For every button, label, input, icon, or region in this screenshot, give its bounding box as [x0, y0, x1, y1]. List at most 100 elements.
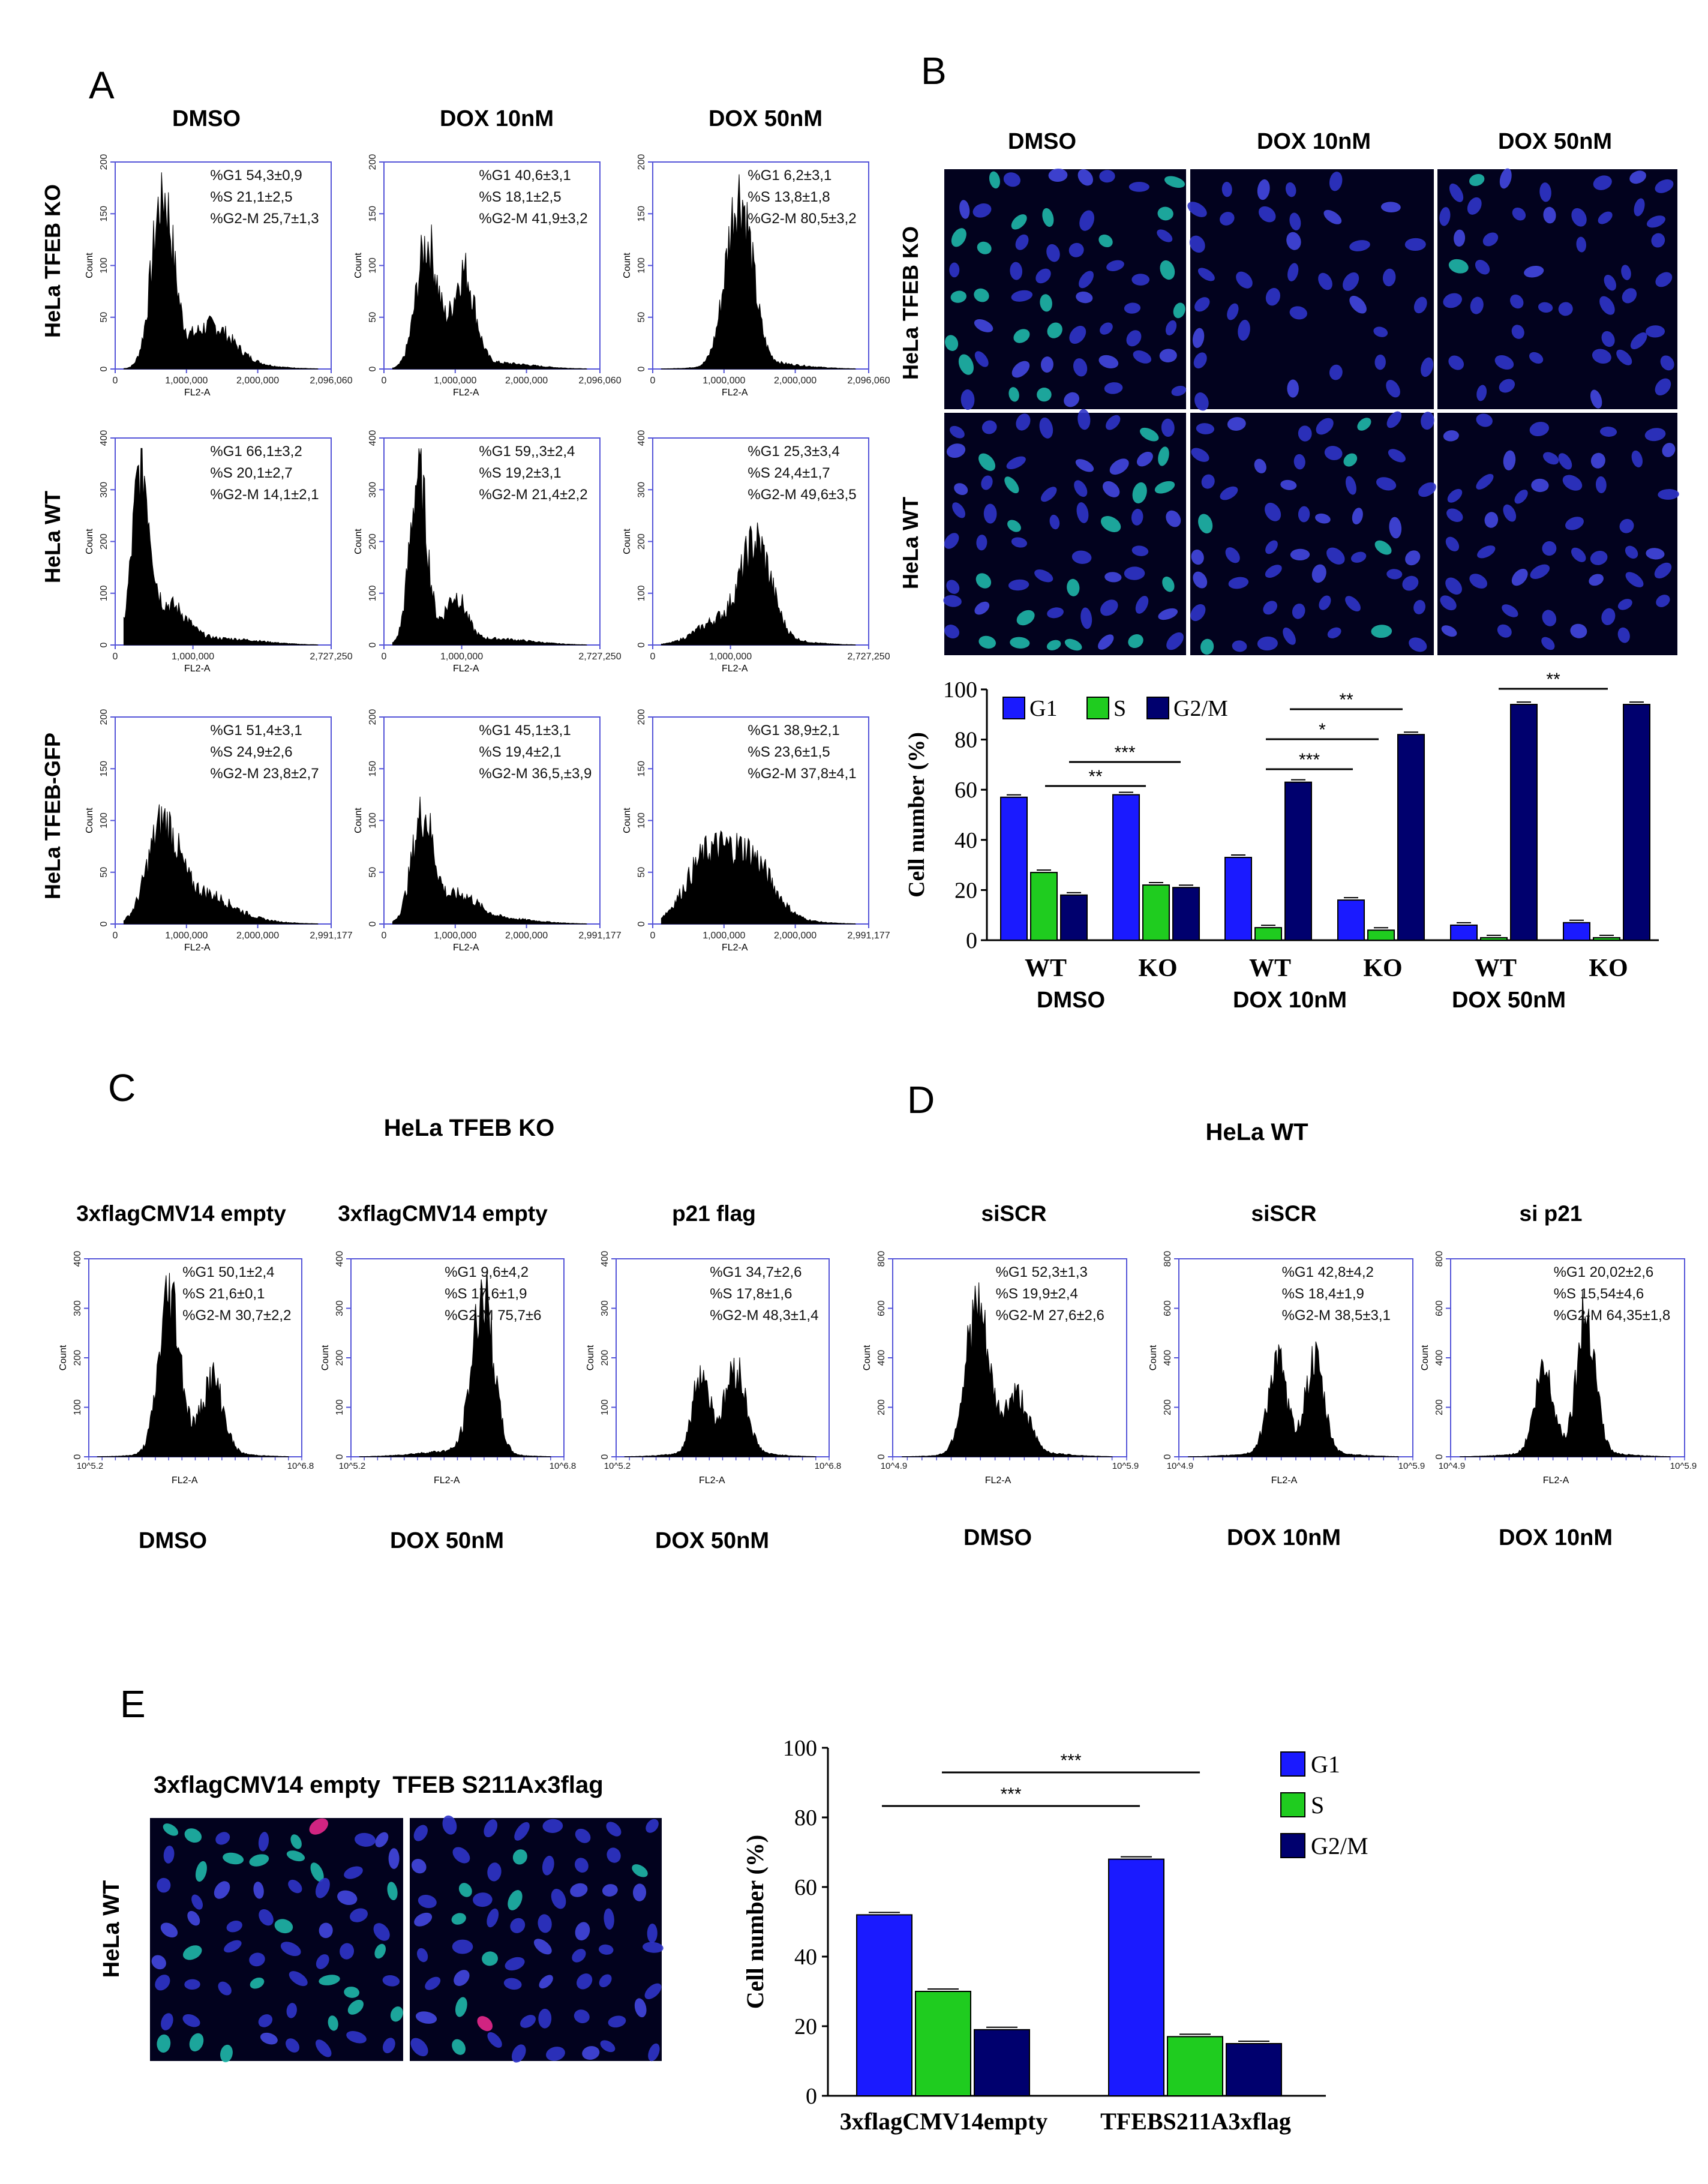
cell-nucleus: [418, 1894, 437, 1909]
x-tick-label: 1,000,000: [709, 652, 752, 662]
x-tick-label: 10^5.9: [1670, 1461, 1697, 1471]
y-axis-label: Count: [353, 253, 364, 278]
x-axis-label: FL2-A: [722, 388, 748, 398]
cell-nucleus: [1570, 623, 1587, 638]
cell-nucleus: [250, 1977, 265, 1989]
x-tick-label: 2,000,000: [236, 931, 279, 941]
y-tick-label: 0: [1434, 1454, 1445, 1459]
cell-nucleus: [1154, 481, 1175, 494]
cell-nucleus: [1646, 548, 1665, 560]
y-tick-label: 800: [1434, 1251, 1445, 1267]
cell-nucleus: [542, 1855, 554, 1876]
cell-nucleus: [1595, 476, 1607, 493]
cell-nucleus: [607, 1847, 621, 1863]
cell-nucleus: [1131, 274, 1150, 286]
cell-nucleus: [1068, 242, 1084, 257]
cell-nucleus: [387, 1882, 398, 1901]
y-axis-label: Count: [353, 808, 364, 833]
cell-nucleus: [1254, 458, 1266, 473]
x-tick-label: WT: [1475, 955, 1517, 982]
cell-nucleus: [484, 1819, 498, 1838]
cell-nucleus: [1166, 632, 1184, 650]
bar-s: [1142, 884, 1170, 941]
cell-nucleus: [1323, 209, 1342, 224]
cell-nucleus: [1654, 562, 1672, 579]
cell-nucleus: [1034, 569, 1053, 583]
cell-nucleus: [1187, 202, 1207, 217]
cell-nucleus: [414, 1912, 433, 1927]
cell-nucleus: [1124, 302, 1141, 314]
cell-nucleus: [1655, 272, 1673, 287]
cell-nucleus: [1162, 576, 1175, 592]
cell-nucleus: [1542, 610, 1557, 626]
y-tick-label: 80: [954, 728, 977, 753]
cell-nucleus: [224, 1940, 242, 1953]
cell-nucleus: [1634, 198, 1645, 217]
y-tick-label: 20: [794, 2014, 817, 2039]
bar-g1: [1108, 1858, 1164, 2097]
y-tick-label: 300: [99, 482, 109, 498]
cell-nucleus: [533, 1939, 552, 1955]
cell-nucleus: [643, 1942, 664, 1953]
cell-nucleus: [316, 1954, 329, 1969]
histogram-bars: [392, 224, 587, 370]
cell-nucleus: [455, 1997, 467, 2017]
cell-nucleus: [1191, 549, 1204, 565]
cell-nucleus: [975, 573, 992, 589]
y-tick-label: 400: [637, 430, 647, 446]
cell-nucleus: [575, 1922, 590, 1941]
y-tick-label: 200: [637, 533, 647, 550]
x-axis-label: FL2-A: [184, 664, 211, 674]
significance-mark: ***: [1299, 750, 1320, 770]
cell-nucleus: [976, 535, 987, 551]
cell-nucleus: [1074, 480, 1088, 497]
cell-nucleus: [1494, 355, 1514, 370]
cell-nucleus: [1076, 291, 1093, 304]
cell-nucleus: [1421, 357, 1434, 377]
cell-nucleus: [1357, 418, 1371, 431]
cell-nucleus: [1008, 387, 1019, 402]
cell-cycle-stat: %G1 66,1±3,2: [210, 443, 302, 460]
cell-nucleus: [1046, 640, 1061, 650]
cell-nucleus: [950, 425, 965, 439]
treatment-label: DOX 50nM: [390, 1528, 504, 1553]
cell-nucleus: [1388, 449, 1406, 463]
cell-nucleus: [1651, 233, 1665, 248]
cell-nucleus: [454, 1970, 470, 1986]
condition-header: siSCR: [981, 1201, 1047, 1226]
cell-nucleus: [1446, 508, 1463, 522]
cell-nucleus: [487, 1908, 499, 1928]
cell-nucleus: [981, 475, 993, 490]
bar-s: [1030, 872, 1058, 941]
cell-nucleus: [1189, 235, 1205, 253]
cell-nucleus: [1290, 548, 1310, 561]
cell-nucleus: [1128, 182, 1149, 192]
cell-nucleus: [1158, 446, 1169, 466]
cell-nucleus: [1190, 604, 1206, 622]
legend-swatch: [1280, 1751, 1305, 1777]
cell-nucleus: [1542, 541, 1557, 556]
cell-cycle-stat: %G1 52,3±1,3: [996, 1264, 1088, 1280]
cell-nucleus: [249, 1952, 265, 1967]
bar-g2m: [1172, 887, 1200, 941]
cell-nucleus: [1221, 182, 1232, 197]
microscopy-image: [943, 409, 1186, 655]
y-axis-label: Count: [320, 1345, 331, 1370]
cell-nucleus: [160, 1922, 178, 1938]
histogram-bars: [661, 174, 856, 370]
cell-cycle-stat: %G1 20,02±2,6: [1554, 1264, 1654, 1280]
y-tick-label: 150: [637, 761, 647, 777]
cell-nucleus: [1371, 625, 1392, 638]
condition-header: siSCR: [1251, 1201, 1317, 1226]
column-header: DMSO: [172, 106, 241, 131]
cell-nucleus: [1345, 596, 1361, 612]
cell-nucleus: [1476, 473, 1494, 490]
cell-nucleus: [1405, 550, 1421, 566]
panel-title: HeLa TFEB KO: [384, 1115, 554, 1141]
x-tick-label: 10^4.9: [881, 1461, 908, 1471]
cell-nucleus: [946, 580, 960, 594]
cell-nucleus: [949, 262, 960, 278]
cell-nucleus: [1289, 212, 1301, 230]
cell-cycle-stat: %G1 38,9±2,1: [748, 722, 839, 739]
image-label: 3xflagCMV14 empty: [154, 1772, 381, 1798]
